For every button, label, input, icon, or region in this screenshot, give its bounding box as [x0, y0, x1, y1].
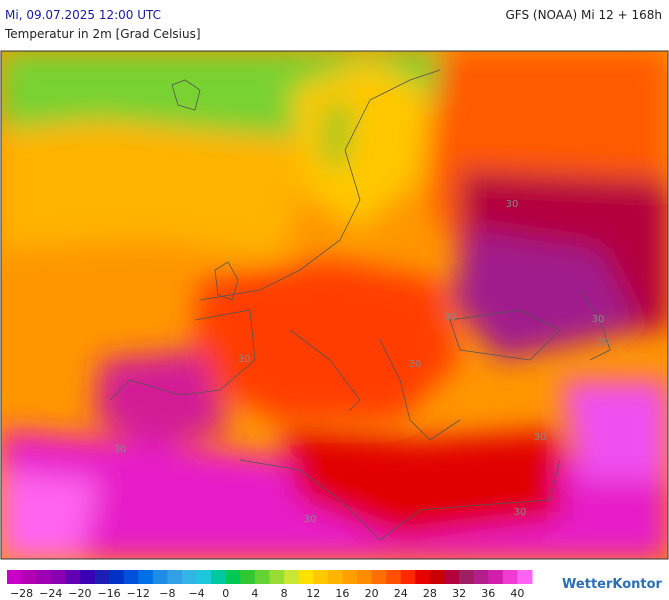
legend-swatch — [371, 570, 387, 584]
legend-label: 40 — [510, 587, 524, 600]
legend-label: −20 — [68, 587, 91, 600]
contour-label: 30 — [238, 354, 251, 365]
contour-label: 30 — [304, 514, 317, 525]
legend-swatch — [429, 570, 445, 584]
legend-swatch — [109, 570, 125, 584]
legend-swatch — [284, 570, 300, 584]
legend-label: 0 — [222, 587, 229, 600]
legend-swatch — [138, 570, 154, 584]
legend-swatch — [459, 570, 475, 584]
legend-label: −12 — [127, 587, 150, 600]
legend-swatch — [7, 570, 23, 584]
header-title: Mi, 09.07.2025 12:00 UTC — [5, 8, 161, 22]
legend-swatch — [50, 570, 66, 584]
legend-label: 32 — [452, 587, 466, 600]
legend-swatch — [79, 570, 95, 584]
legend-label: 12 — [306, 587, 320, 600]
legend-swatch — [444, 570, 460, 584]
contour-label: 30 — [409, 359, 422, 370]
header-model: GFS (NOAA) Mi 12 + 168h — [505, 8, 662, 22]
contour-label: 30 — [114, 444, 127, 455]
contour-label: 30 — [444, 312, 457, 323]
contour-label: 30 — [597, 337, 610, 348]
legend-swatch — [36, 570, 52, 584]
legend-swatch — [182, 570, 198, 584]
legend-swatch — [94, 570, 110, 584]
legend-swatch — [269, 570, 285, 584]
legend-label: 4 — [251, 587, 258, 600]
legend-label: 28 — [423, 587, 437, 600]
contour-label: 30 — [506, 199, 519, 210]
legend-label: −4 — [188, 587, 204, 600]
contour-label: 30 — [534, 432, 547, 443]
legend-label: 16 — [335, 587, 349, 600]
legend-swatch — [357, 570, 373, 584]
legend-swatch — [123, 570, 139, 584]
legend-swatch — [517, 570, 533, 584]
legend-label: −8 — [159, 587, 175, 600]
legend-label: 20 — [365, 587, 379, 600]
contour-label: 30 — [514, 507, 527, 518]
legend-label: −28 — [10, 587, 33, 600]
legend-label: 36 — [481, 587, 495, 600]
legend-swatch — [473, 570, 489, 584]
legend-swatch — [167, 570, 183, 584]
legend-swatch — [65, 570, 81, 584]
legend-label: −24 — [39, 587, 62, 600]
legend-swatch — [298, 570, 314, 584]
legend-label: 24 — [394, 587, 408, 600]
legend-swatch — [240, 570, 256, 584]
legend-swatch — [254, 570, 270, 584]
legend-swatch — [327, 570, 343, 584]
header-subtitle: Temperatur in 2m [Grad Celsius] — [4, 27, 201, 41]
legend-swatch — [386, 570, 402, 584]
legend-swatch — [21, 570, 37, 584]
legend-label: −16 — [97, 587, 120, 600]
brand: WetterKontor — [562, 577, 663, 592]
legend-label: 8 — [281, 587, 288, 600]
legend-swatch — [225, 570, 241, 584]
coastlines — [109, 69, 611, 541]
map-frame — [0, 50, 669, 560]
temperature-field — [1, 51, 668, 559]
legend-swatch — [502, 570, 518, 584]
legend-swatch — [415, 570, 431, 584]
legend-swatch — [152, 570, 168, 584]
legend-swatch — [196, 570, 212, 584]
legend-swatch — [400, 570, 416, 584]
legend-swatch — [211, 570, 227, 584]
legend-swatch — [313, 570, 329, 584]
legend-swatch — [488, 570, 504, 584]
contour-label: 30 — [592, 314, 605, 325]
legend-swatch — [342, 570, 358, 584]
